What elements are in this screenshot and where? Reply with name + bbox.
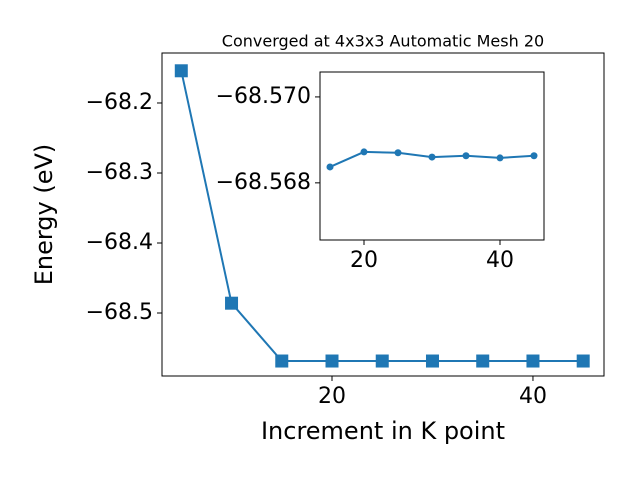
y-tick-label: −68.2 — [86, 90, 153, 115]
data-point — [225, 296, 239, 310]
y-axis-label: Energy (eV) — [30, 144, 58, 286]
data-point — [174, 64, 188, 78]
data-point — [360, 148, 368, 156]
data-point — [326, 163, 334, 171]
x-tick-label: 20 — [318, 384, 346, 409]
data-point — [275, 354, 289, 368]
y-tick-label: −68.5 — [86, 300, 153, 325]
chart-title: Converged at 4x3x3 Automatic Mesh 20 — [222, 32, 544, 51]
x-tick-label: 40 — [519, 384, 547, 409]
y-tick-label: −68.570 — [216, 84, 311, 109]
data-point — [428, 153, 436, 161]
data-point — [425, 354, 439, 368]
data-point — [394, 149, 402, 157]
x-tick-label: 40 — [486, 248, 514, 273]
y-tick-label: −68.568 — [216, 170, 311, 195]
data-point — [530, 152, 538, 160]
y-tick-label: −68.4 — [86, 230, 153, 255]
data-point — [325, 354, 339, 368]
x-tick-label: 20 — [350, 248, 378, 273]
data-point — [375, 354, 389, 368]
y-tick-label: −68.3 — [86, 160, 153, 185]
data-point — [496, 154, 504, 162]
data-point — [576, 354, 590, 368]
x-axis-label: Increment in K point — [261, 417, 505, 445]
data-point — [462, 152, 470, 160]
data-point — [526, 354, 540, 368]
data-point — [476, 354, 490, 368]
